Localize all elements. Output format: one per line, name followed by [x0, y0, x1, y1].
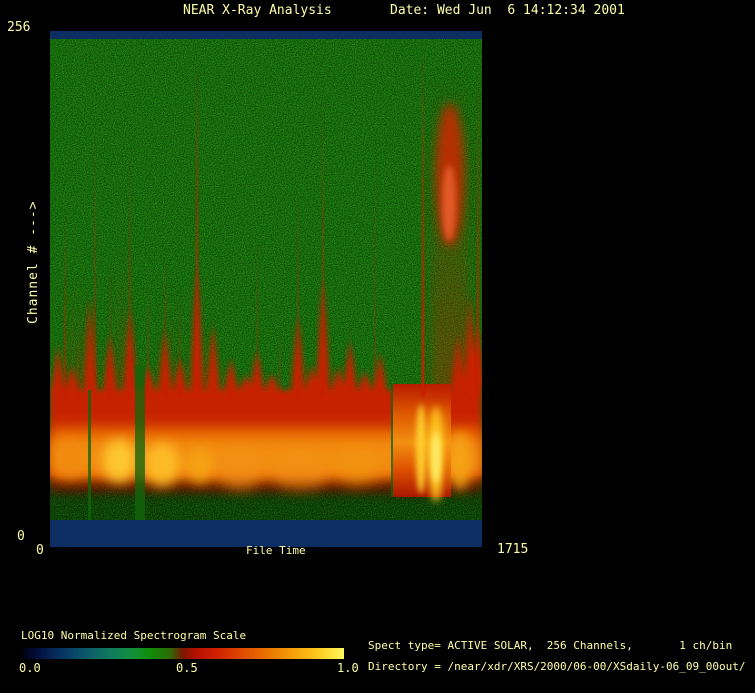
colorbar-tick-max: 1.0: [337, 661, 359, 675]
spectrogram-canvas: [50, 31, 485, 547]
y-axis-title: Channel # --->: [26, 200, 41, 324]
x-axis-min-label: 0: [36, 543, 44, 558]
y-axis-min-label: 0: [17, 529, 25, 544]
date-label: Date: Wed Jun 6 14:12:34 2001: [390, 3, 625, 18]
colorbar-tick-min: 0.0: [19, 661, 41, 675]
colorbar-gradient: [22, 648, 344, 659]
y-axis-max-label: 256: [7, 20, 31, 35]
spectrogram-plot[interactable]: [50, 31, 485, 547]
directory-line: Directory = /near/xdr/XRS/2000/06-00/XSd…: [368, 660, 746, 673]
colorbar-title: LOG10 Normalized Spectrogram Scale: [21, 629, 247, 642]
colorbar-tick-mid: 0.5: [176, 661, 198, 675]
plot-title: NEAR X-Ray Analysis: [183, 3, 332, 18]
x-axis-title: File Time: [246, 544, 306, 557]
spect-type-line: Spect type= ACTIVE SOLAR, 256 Channels, …: [368, 639, 733, 652]
x-axis-max-label: 1715: [497, 542, 529, 557]
